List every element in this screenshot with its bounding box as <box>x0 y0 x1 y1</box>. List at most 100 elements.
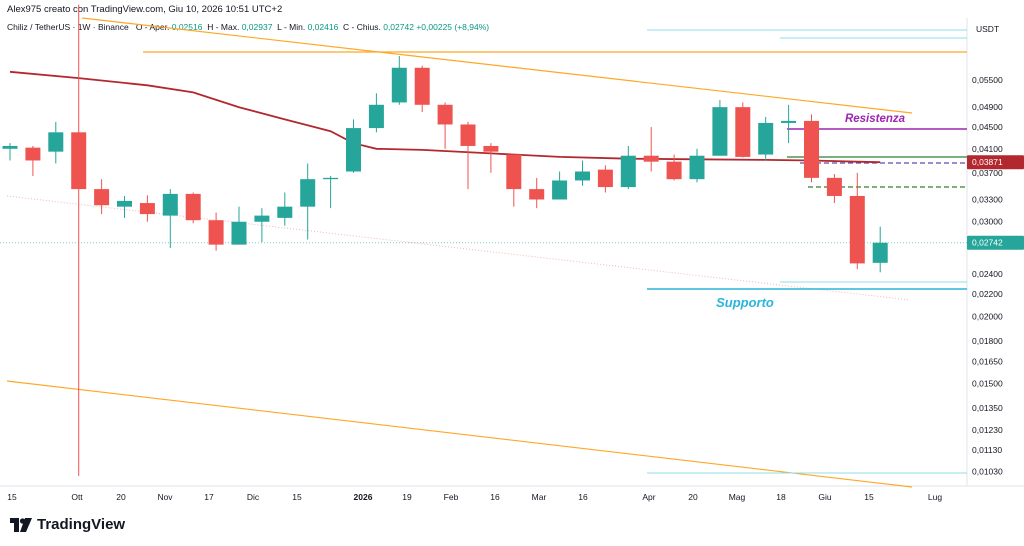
candle-body <box>277 206 293 218</box>
time-tick: Giu <box>818 492 832 502</box>
candle-body <box>849 195 865 264</box>
time-tick: 20 <box>116 492 126 502</box>
candle-body <box>735 107 751 157</box>
price-tag-box <box>967 155 1024 170</box>
time-tick: Nov <box>157 492 173 502</box>
price-tick: 0,01350 <box>972 403 1003 413</box>
candle-body <box>643 155 659 162</box>
upper-trendline <box>81 17 913 114</box>
chart-caption: Alex975 creato con TradingView.com, Giu … <box>7 4 283 15</box>
moving-average <box>9 70 881 164</box>
candle-body <box>483 145 499 152</box>
candle-body <box>323 177 339 180</box>
price-tick: 0,01650 <box>972 356 1003 366</box>
candle-body <box>826 177 842 196</box>
price-axis: USDT0,055000,049000,045000,041000,037000… <box>967 24 1024 476</box>
candle-body <box>872 242 888 263</box>
candle-body <box>460 124 476 146</box>
price-tick: 0,04900 <box>972 102 1003 112</box>
candle-body <box>162 193 178 216</box>
time-tick: 2026 <box>354 492 373 502</box>
candle-body <box>529 189 545 200</box>
price-tick: 0,01230 <box>972 425 1003 435</box>
currency-label: USDT <box>976 24 999 34</box>
price-tick: 0,03300 <box>972 194 1003 204</box>
candle-body <box>391 67 407 103</box>
open-label: O - Aper. <box>135 22 170 32</box>
tradingview-logo-icon <box>10 517 32 532</box>
candle-body <box>414 67 430 105</box>
high-value: 0,02937 <box>241 22 273 32</box>
candle-body <box>620 155 636 188</box>
price-tick: 0,01800 <box>972 336 1003 346</box>
resistance-label: Resistenza <box>845 113 906 125</box>
candle-body <box>368 104 384 129</box>
candles <box>2 4 888 476</box>
time-tick: Mar <box>532 492 547 502</box>
price-tag-box <box>967 235 1024 250</box>
candle-body <box>71 132 87 190</box>
time-axis: 15 Ott 20 Nov 17 Dic 15 2026 19 Feb 16 Mar 16 Apr 20 Ma… <box>7 492 942 502</box>
candle-body <box>506 154 522 190</box>
low-label: L - Min. <box>277 22 306 32</box>
candle-body <box>254 215 270 222</box>
price-tick: 0,04500 <box>972 122 1003 132</box>
candle-body <box>94 189 110 206</box>
time-tick: 15 <box>292 492 302 502</box>
price-tick: 0,01500 <box>972 379 1003 389</box>
price-tick: 0,02400 <box>972 269 1003 279</box>
candle-body <box>781 120 797 123</box>
candle-body <box>712 107 728 156</box>
candle-body <box>437 104 453 125</box>
candle-body <box>689 155 705 180</box>
time-tick: 17 <box>204 492 214 502</box>
close-label: C - Chius. <box>343 22 381 32</box>
close-value: 0,02742 <box>383 22 414 32</box>
time-tick: 19 <box>402 492 412 502</box>
price-tick: 0,01130 <box>972 445 1002 455</box>
candle-body <box>300 179 316 207</box>
candle-body <box>48 132 64 152</box>
candle-body <box>25 147 41 161</box>
candle-body <box>185 193 201 221</box>
symbol-legend: Chiliz / TetherUS · 1W · Binance O - Ape… <box>7 22 489 32</box>
annotations: Resistenza Supporto <box>716 113 906 310</box>
symbol-name: Chiliz / TetherUS · 1W · Binance <box>7 22 129 32</box>
candle-body <box>552 180 568 200</box>
candle-body <box>117 200 132 207</box>
candle-body <box>346 128 361 172</box>
price-tick: 0,02200 <box>972 289 1003 299</box>
time-tick: 18 <box>776 492 786 502</box>
candle-body <box>231 221 247 245</box>
candle-body <box>2 145 18 149</box>
trendlines <box>0 17 967 488</box>
price-tick: 0,03000 <box>972 217 1003 227</box>
price-tick: 0,02000 <box>972 311 1003 321</box>
candle-body <box>597 169 613 188</box>
time-tick: 20 <box>688 492 698 502</box>
time-tick: Ott <box>71 492 83 502</box>
low-value: 0,02416 <box>307 22 339 32</box>
high-label: H - Max. <box>207 22 240 32</box>
time-tick: 15 <box>7 492 17 502</box>
time-tick: 16 <box>490 492 500 502</box>
tradingview-brand: TradingView <box>37 516 126 533</box>
price-tick: 0,03700 <box>972 168 1003 178</box>
candle-body <box>208 220 224 245</box>
time-tick: Lug <box>928 492 942 502</box>
support-label: Supporto <box>716 295 774 310</box>
price-tag-text: 0,02742 <box>972 238 1003 248</box>
price-tick: 0,05500 <box>972 75 1003 85</box>
time-tick: 15 <box>864 492 874 502</box>
price-tick: 0,01030 <box>972 466 1003 476</box>
time-tick: Dic <box>247 492 260 502</box>
open-value: 0,02516 <box>171 22 203 32</box>
candle-body <box>139 203 155 215</box>
change-value: +0,00225 (+8,94%) <box>416 22 490 32</box>
time-tick: Mag <box>729 492 746 502</box>
time-tick: Feb <box>444 492 459 502</box>
moving-average-line <box>9 70 881 164</box>
tradingview-logo[interactable]: TradingView <box>10 516 125 533</box>
time-tick: 16 <box>578 492 588 502</box>
